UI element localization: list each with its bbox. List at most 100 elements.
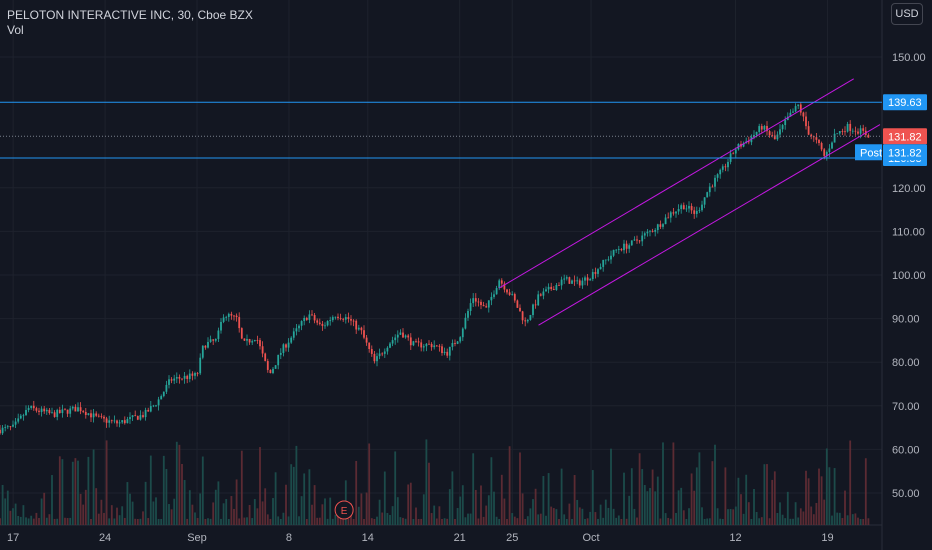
candle-body: [589, 278, 592, 281]
volume-bar: [136, 518, 139, 525]
volume-bar: [480, 485, 482, 525]
candle-body: [235, 315, 238, 318]
volume-bar: [802, 511, 805, 525]
candle-body: [32, 405, 35, 409]
candle-body: [110, 420, 113, 422]
volume-bar: [240, 450, 243, 525]
volume-bar: [316, 517, 319, 525]
candle-body: [836, 133, 839, 135]
candle-body: [467, 310, 469, 318]
x-tick-label: 17: [7, 532, 19, 544]
candle-body: [477, 301, 480, 303]
volume-bar: [576, 499, 579, 525]
candle-body: [742, 143, 745, 147]
volume-bar: [183, 480, 186, 525]
volume-bar: [225, 499, 228, 525]
candle-body: [118, 422, 121, 424]
candle-body: [654, 230, 657, 232]
volume-bar: [649, 488, 651, 525]
volume-bar: [191, 504, 194, 525]
volume-bar: [32, 518, 35, 525]
volume-bar: [482, 516, 485, 525]
candle-body: [259, 340, 261, 347]
volume-bar: [773, 471, 776, 525]
currency-button[interactable]: USD: [891, 3, 923, 25]
volume-bar: [862, 519, 865, 525]
candle-body: [277, 354, 280, 366]
earnings-label: E: [341, 506, 348, 517]
chart-corner-settings[interactable]: [882, 526, 932, 550]
candle-body: [149, 406, 152, 412]
candle-body: [841, 131, 844, 132]
volume-bar: [784, 518, 787, 525]
candle-body: [391, 340, 394, 344]
volume-bar: [279, 518, 282, 525]
volume-bar: [836, 512, 839, 525]
y-tick-label: 100.00: [892, 270, 926, 282]
candle-body: [651, 230, 654, 232]
volume-bar: [212, 502, 215, 525]
volume-bar: [628, 495, 631, 525]
candle-body: [378, 353, 381, 357]
candle-body: [194, 373, 196, 376]
candle-body: [396, 334, 399, 338]
candle-body: [274, 365, 277, 369]
candle-body: [329, 320, 332, 322]
candle-body: [511, 294, 514, 295]
volume-bar: [19, 516, 22, 525]
y-tick-label: 110.00: [892, 226, 925, 238]
volume-bar: [630, 468, 633, 525]
candle-body: [84, 412, 87, 415]
volume-bar: [386, 512, 389, 525]
volume-bar: [170, 509, 173, 525]
volume-bar: [165, 469, 168, 525]
candle-body: [763, 125, 766, 130]
volume-bar: [846, 515, 849, 525]
candle-body: [568, 277, 571, 284]
candle-body: [641, 235, 644, 242]
volume-bar: [828, 467, 831, 525]
candle-body: [214, 338, 217, 341]
candle-body: [838, 131, 841, 134]
candle-body: [420, 342, 423, 348]
volume-bar: [357, 506, 360, 525]
candle-body: [612, 249, 615, 256]
candle-body: [368, 342, 371, 350]
volume-bar: [529, 508, 532, 525]
candle-body: [508, 292, 511, 295]
volume-bar: [272, 498, 274, 525]
volume-bar: [851, 514, 854, 525]
candle-body: [207, 341, 209, 348]
volume-bar: [303, 473, 306, 525]
candle-body: [721, 166, 724, 170]
volume-bar: [721, 518, 724, 525]
candle-body: [669, 212, 672, 218]
candle-body: [672, 212, 675, 214]
candle-body: [643, 233, 646, 236]
volume-bar: [625, 518, 628, 525]
volume-bar: [812, 514, 815, 525]
candle-body: [846, 123, 849, 132]
volume-bar: [664, 513, 667, 525]
volume-bar: [506, 518, 508, 525]
volume-bar: [620, 518, 623, 525]
candle-body: [360, 327, 363, 331]
volume-bar: [651, 469, 654, 525]
volume-bar: [688, 508, 690, 525]
volume-bar: [563, 514, 566, 525]
volume-bar: [186, 518, 189, 525]
volume-bar: [207, 518, 209, 525]
volume-bar: [17, 515, 20, 525]
volume-bar: [116, 507, 118, 525]
candle-body: [22, 415, 25, 417]
candle-body: [365, 337, 368, 343]
volume-bar: [77, 460, 79, 525]
volume-bar: [61, 459, 64, 525]
volume-bar: [719, 518, 722, 525]
volume-bar: [703, 518, 706, 525]
volume-bar: [474, 489, 477, 525]
candle-body: [519, 307, 521, 312]
volume-bar: [217, 481, 220, 525]
volume-bar: [568, 503, 571, 525]
